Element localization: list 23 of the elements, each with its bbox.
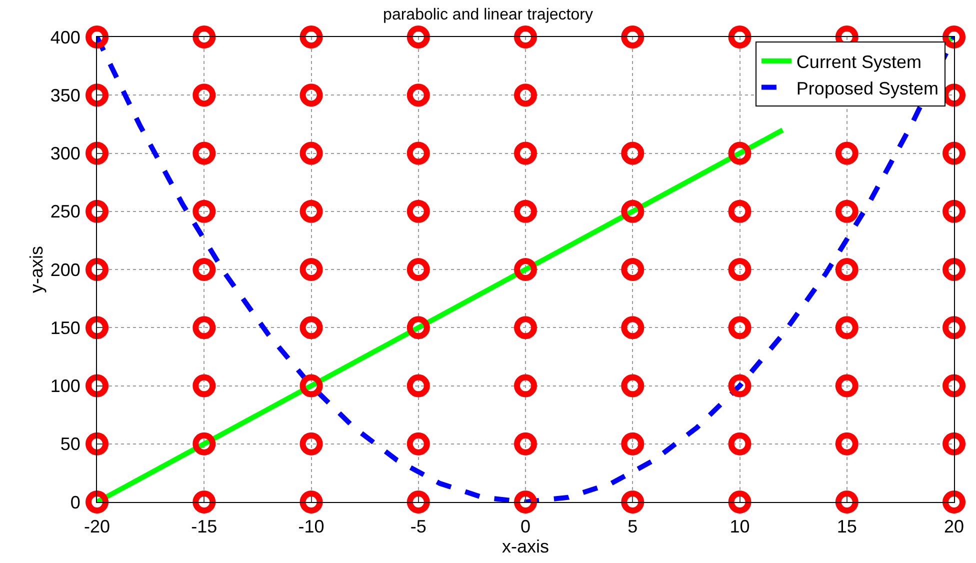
x-tick-label: 15 [836,516,857,537]
y-tick-label: 350 [50,85,80,106]
y-tick-label: 50 [60,434,80,454]
x-axis-title: x-axis [502,536,550,557]
y-tick-label: 0 [70,492,80,512]
y-tick-label: 200 [50,260,80,280]
y-tick-label: 100 [50,376,80,396]
x-tick-label: -10 [298,516,324,537]
x-tick-label: 10 [730,516,750,537]
x-tick-label: -20 [84,516,110,537]
x-tick-label: 0 [520,516,531,537]
x-tick-label: -5 [410,516,426,537]
y-tick-label: 400 [50,27,80,48]
y-tick-label: 250 [50,202,80,222]
y-tick-label: 300 [50,144,80,164]
legend-label: Current System [796,52,922,72]
legend-label: Proposed System [796,78,939,98]
y-tick-label: 150 [50,318,80,338]
chart-title: parabolic and linear trajectory [383,6,593,24]
x-tick-label: 5 [628,516,638,537]
x-tick-label: -15 [191,516,218,537]
x-tick-label: 20 [944,516,964,537]
y-axis-title: y-axis [26,246,47,294]
